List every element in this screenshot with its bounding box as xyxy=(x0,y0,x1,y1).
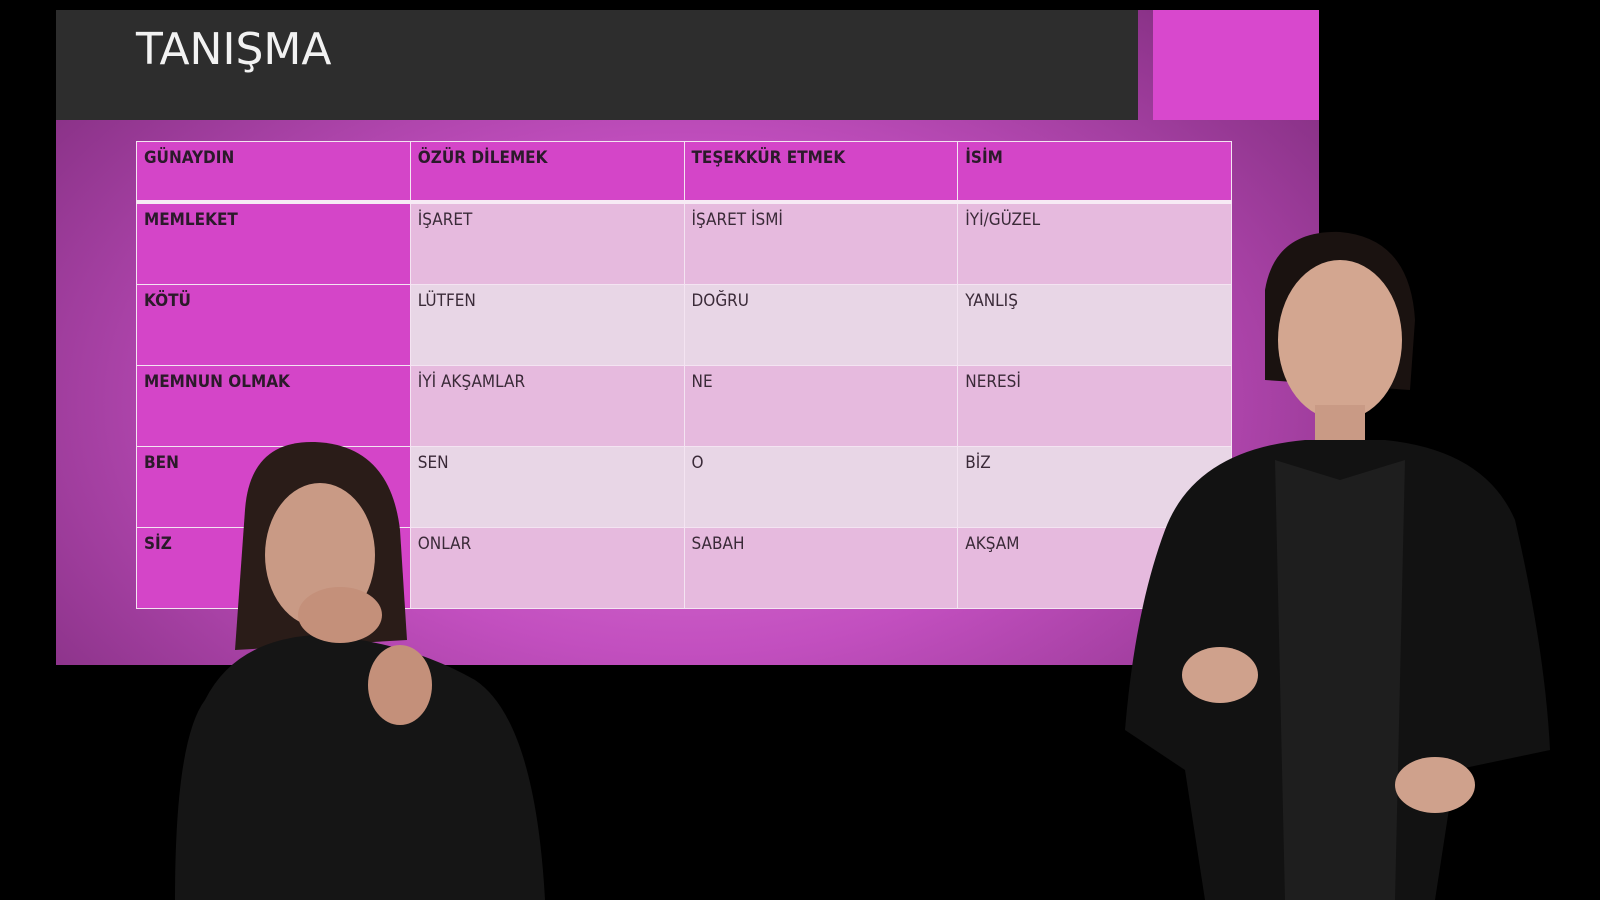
title-bar: TANIŞMA xyxy=(56,10,1138,120)
accent-block xyxy=(1153,10,1319,120)
table-cell: NERESİ xyxy=(957,365,1232,447)
presenter-right-figure xyxy=(1125,231,1550,900)
table-row: KÖTÜ LÜTFEN DOĞRU YANLIŞ xyxy=(136,284,1232,366)
header-cell: GÜNAYDIN xyxy=(136,141,411,204)
table-cell: LÜTFEN xyxy=(409,284,685,366)
row-header-cell: MEMLEKET xyxy=(136,201,411,285)
row-header-cell: KÖTÜ xyxy=(136,284,411,366)
table-cell: ONLAR xyxy=(409,527,685,609)
table-cell: SABAH xyxy=(683,527,959,609)
slide-title: TANIŞMA xyxy=(136,24,332,75)
header-cell: ÖZÜR DİLEMEK xyxy=(409,141,685,204)
table-cell: İYİ/GÜZEL xyxy=(957,201,1232,285)
table-row: MEMNUN OLMAK İYİ AKŞAMLAR NE NERESİ xyxy=(136,365,1232,447)
table-cell: DOĞRU xyxy=(683,284,959,366)
table-row: MEMLEKET İŞARET İŞARET İSMİ İYİ/GÜZEL xyxy=(136,201,1232,285)
header-cell: İSİM xyxy=(957,141,1232,204)
table-cell: NE xyxy=(683,365,959,447)
row-header-cell: MEMNUN OLMAK xyxy=(136,365,411,447)
table-cell: O xyxy=(683,446,959,528)
table-header-row: GÜNAYDIN ÖZÜR DİLEMEK TEŞEKKÜR ETMEK İSİ… xyxy=(136,141,1232,204)
table-cell: İŞARET İSMİ xyxy=(683,201,959,285)
table-cell: İŞARET xyxy=(409,201,685,285)
interpreter-left-figure xyxy=(175,441,545,900)
table-cell: İYİ AKŞAMLAR xyxy=(409,365,685,447)
table-cell: YANLIŞ xyxy=(957,284,1232,366)
table-cell: SEN xyxy=(409,446,685,528)
header-cell: TEŞEKKÜR ETMEK xyxy=(683,141,959,204)
